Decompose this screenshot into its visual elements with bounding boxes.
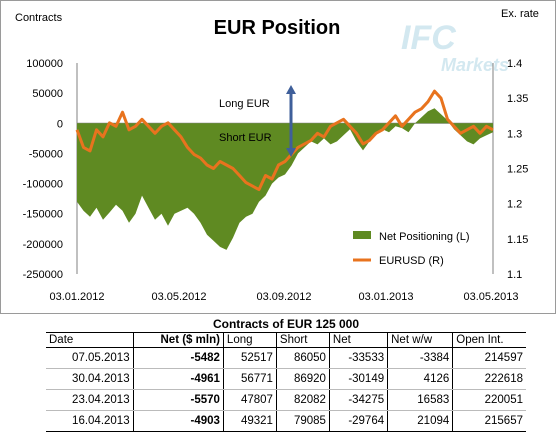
y-right-tick-label: 1.35 xyxy=(507,93,528,105)
arrow-down-head xyxy=(286,148,296,157)
cell-net-usd: -5570 xyxy=(132,389,224,411)
arrow-up-head xyxy=(286,85,296,94)
y-right-tick-label: 1.3 xyxy=(507,128,522,140)
cell-net-usd: -4961 xyxy=(132,368,224,390)
cell-open-int: 220051 xyxy=(452,389,526,411)
cell-net: -29764 xyxy=(328,410,388,432)
table-title: Contracts of EUR 125 000 xyxy=(212,317,360,331)
cell-open-int: 222618 xyxy=(452,368,526,390)
legend-label-eurusd: EURUSD (R) xyxy=(379,255,444,267)
cell-net-ww: 21094 xyxy=(387,410,453,432)
watermark-subtitle: Markets xyxy=(441,55,509,75)
header-net: Net xyxy=(328,332,388,348)
table-row: 07.05.2013 -5482 52517 86050 -33533 -338… xyxy=(46,347,526,369)
x-tick-label: 03.09.2012 xyxy=(256,291,311,303)
y-right-tick-label: 1.2 xyxy=(507,199,522,211)
y-left-axis-title: Contracts xyxy=(15,12,63,24)
y-left-tick-label: 50000 xyxy=(32,88,63,100)
cell-net-ww: 4126 xyxy=(387,368,453,390)
cell-net-ww: 16583 xyxy=(387,389,453,411)
cell-date: 30.04.2013 xyxy=(46,368,134,390)
header-net-ww: Net w/w xyxy=(387,332,453,348)
chart-title: EUR Position xyxy=(214,17,341,39)
x-tick-label: 03.01.2013 xyxy=(358,291,413,303)
y-left-tick-label: 0 xyxy=(57,118,63,130)
cell-long: 49321 xyxy=(222,410,277,432)
chart-frame: IFC Markets EUR Position Contracts Ex. rate 1… xyxy=(0,0,556,314)
table-row: 30.04.2013 -4961 56771 86920 -30149 4126… xyxy=(46,368,526,390)
y-right-tick-label: 1.15 xyxy=(507,234,528,246)
legend-swatch-net xyxy=(353,231,371,239)
header-net-usd: Net ($ mln) xyxy=(132,332,224,348)
cell-long: 47807 xyxy=(222,389,277,411)
y-left-tick-label: -150000 xyxy=(23,209,63,221)
cell-date: 16.04.2013 xyxy=(46,410,134,432)
cell-long: 52517 xyxy=(222,347,277,369)
y-right-tick-label: 1.25 xyxy=(507,164,528,176)
y-left-tick-label: 100000 xyxy=(26,58,63,70)
header-short: Short xyxy=(275,332,330,348)
table-row: 16.04.2013 -4903 49321 79085 -29764 2109… xyxy=(46,410,526,432)
y-left-tick-label: -100000 xyxy=(23,179,63,191)
contracts-table-section: Contracts of EUR 125 000 Date Net ($ mln… xyxy=(46,316,526,432)
header-date: Date xyxy=(46,332,134,348)
contracts-table: Date Net ($ mln) Long Short Net Net w/w … xyxy=(46,332,526,432)
annotation-long: Long EUR xyxy=(219,98,270,110)
cell-date: 07.05.2013 xyxy=(46,347,134,369)
y-left-tick-label: -50000 xyxy=(29,148,63,160)
y-right-axis-title: Ex. rate xyxy=(501,8,539,20)
table-row: 23.04.2013 -5570 47807 82082 -34275 1658… xyxy=(46,389,526,411)
cell-net-usd: -5482 xyxy=(132,347,224,369)
cell-net: -34275 xyxy=(328,389,388,411)
cell-short: 79085 xyxy=(275,410,330,432)
cell-open-int: 214597 xyxy=(452,347,526,369)
eurusd-line xyxy=(75,89,494,192)
net-positioning-area xyxy=(77,108,493,250)
table-header-row: Date Net ($ mln) Long Short Net Net w/w … xyxy=(46,332,526,348)
cell-long: 56771 xyxy=(222,368,277,390)
cell-short: 86920 xyxy=(275,368,330,390)
y-left-tick-label: -200000 xyxy=(23,239,63,251)
annotation-short: Short EUR xyxy=(219,132,272,144)
header-long: Long xyxy=(222,332,277,348)
cell-net: -33533 xyxy=(328,347,388,369)
cell-short: 82082 xyxy=(275,389,330,411)
x-tick-label: 03.01.2012 xyxy=(49,291,104,303)
legend-label-net: Net Positioning (L) xyxy=(379,231,470,243)
cell-net: -30149 xyxy=(328,368,388,390)
cell-net-usd: -4903 xyxy=(132,410,224,432)
cell-short: 86050 xyxy=(275,347,330,369)
y-right-tick-label: 1.1 xyxy=(507,269,522,281)
y-right-tick-label: 1.4 xyxy=(507,58,522,70)
watermark-logo: IFC xyxy=(401,19,456,57)
cell-open-int: 215657 xyxy=(452,410,526,432)
x-tick-label: 03.05.2013 xyxy=(463,291,518,303)
cell-net-ww: -3384 xyxy=(387,347,453,369)
cell-date: 23.04.2013 xyxy=(46,389,134,411)
y-left-tick-label: -250000 xyxy=(23,269,63,281)
x-tick-label: 03.05.2012 xyxy=(151,291,206,303)
header-open-int: Open Int. xyxy=(452,332,526,348)
